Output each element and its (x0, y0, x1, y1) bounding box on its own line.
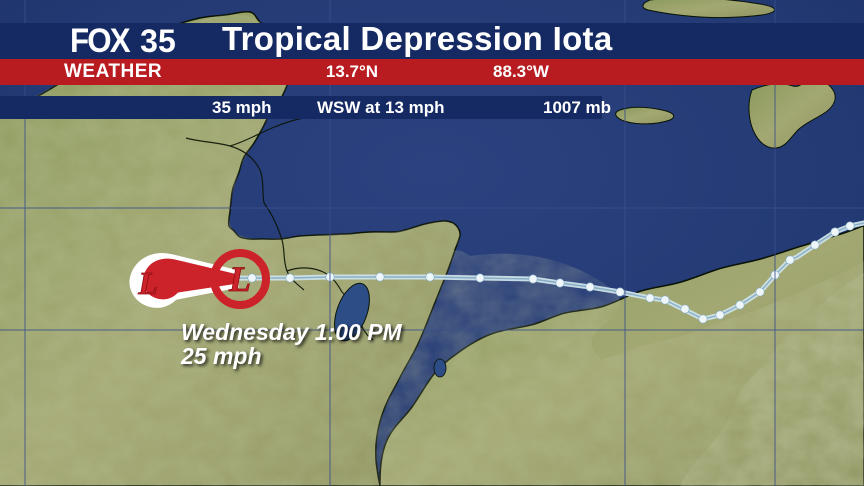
svg-text:L: L (137, 265, 158, 301)
svg-text:L: L (228, 259, 251, 299)
